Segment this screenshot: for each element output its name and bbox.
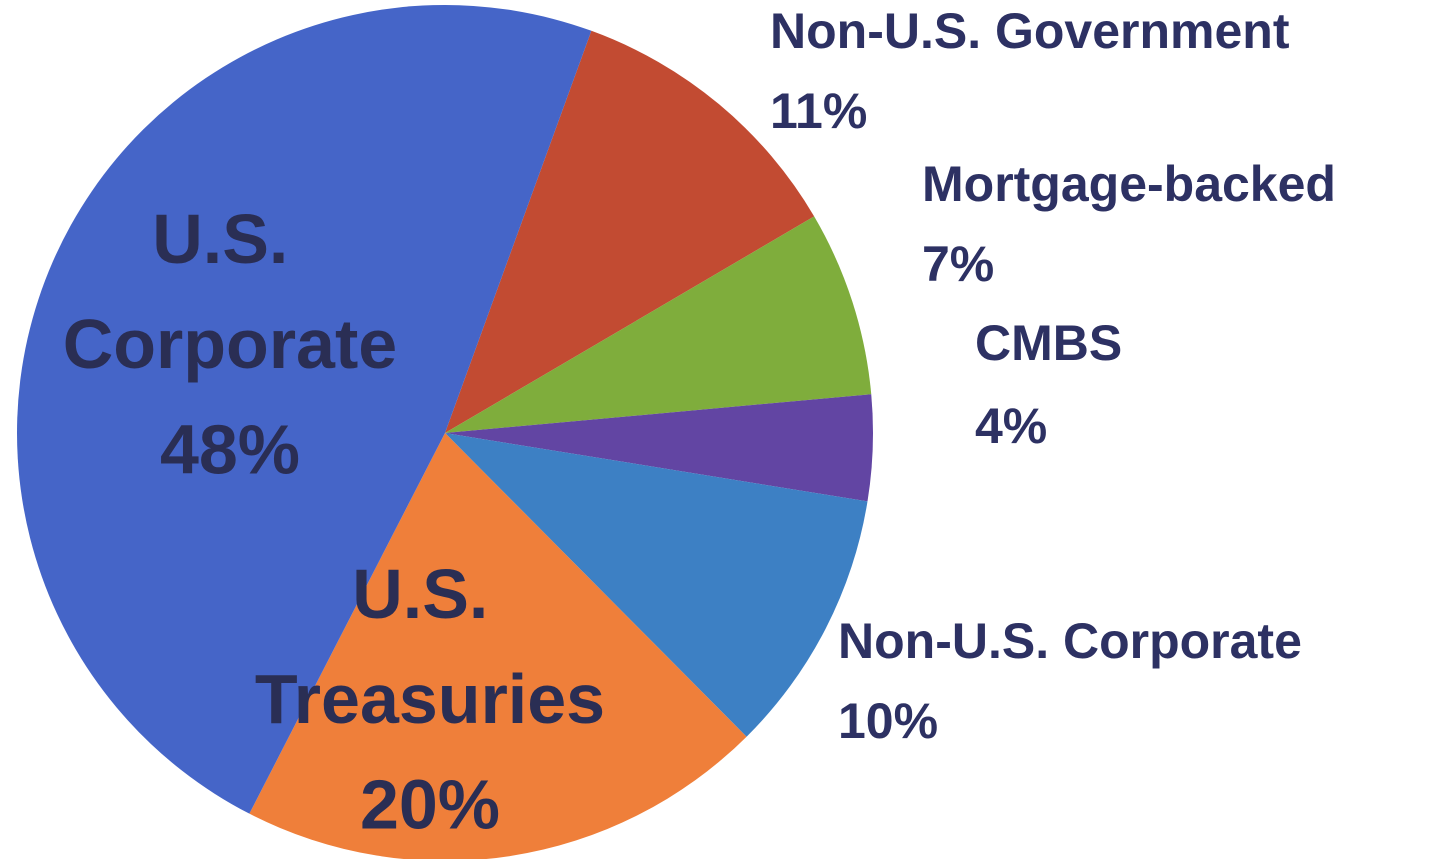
pie-slice — [445, 394, 873, 502]
value-label: 10% — [838, 693, 938, 749]
slice-label: Non-U.S. Government — [770, 3, 1290, 59]
slice-label: U.S. Corporate — [63, 200, 397, 383]
label-line: Corporate — [63, 305, 397, 383]
pie-slice — [17, 5, 592, 814]
pie-slice — [249, 433, 747, 859]
value-label: 7% — [922, 236, 994, 292]
slice-label: Non-U.S. Corporate — [838, 613, 1302, 669]
label-line: U.S. — [152, 200, 308, 278]
slice-label: CMBS — [975, 315, 1122, 371]
value-label: 4% — [975, 398, 1047, 454]
value-label: 20% — [360, 765, 500, 843]
pie-slice — [445, 216, 872, 433]
pie-slice — [445, 433, 868, 737]
pie-slice — [445, 30, 815, 434]
label-line: U.S. — [352, 555, 508, 633]
value-label: 48% — [160, 410, 300, 488]
label-line: Treasuries — [255, 660, 605, 738]
slice-label: Mortgage-backed — [922, 156, 1336, 212]
value-label: 11% — [770, 83, 867, 139]
slice-label: U.S. Treasuries — [255, 555, 605, 738]
